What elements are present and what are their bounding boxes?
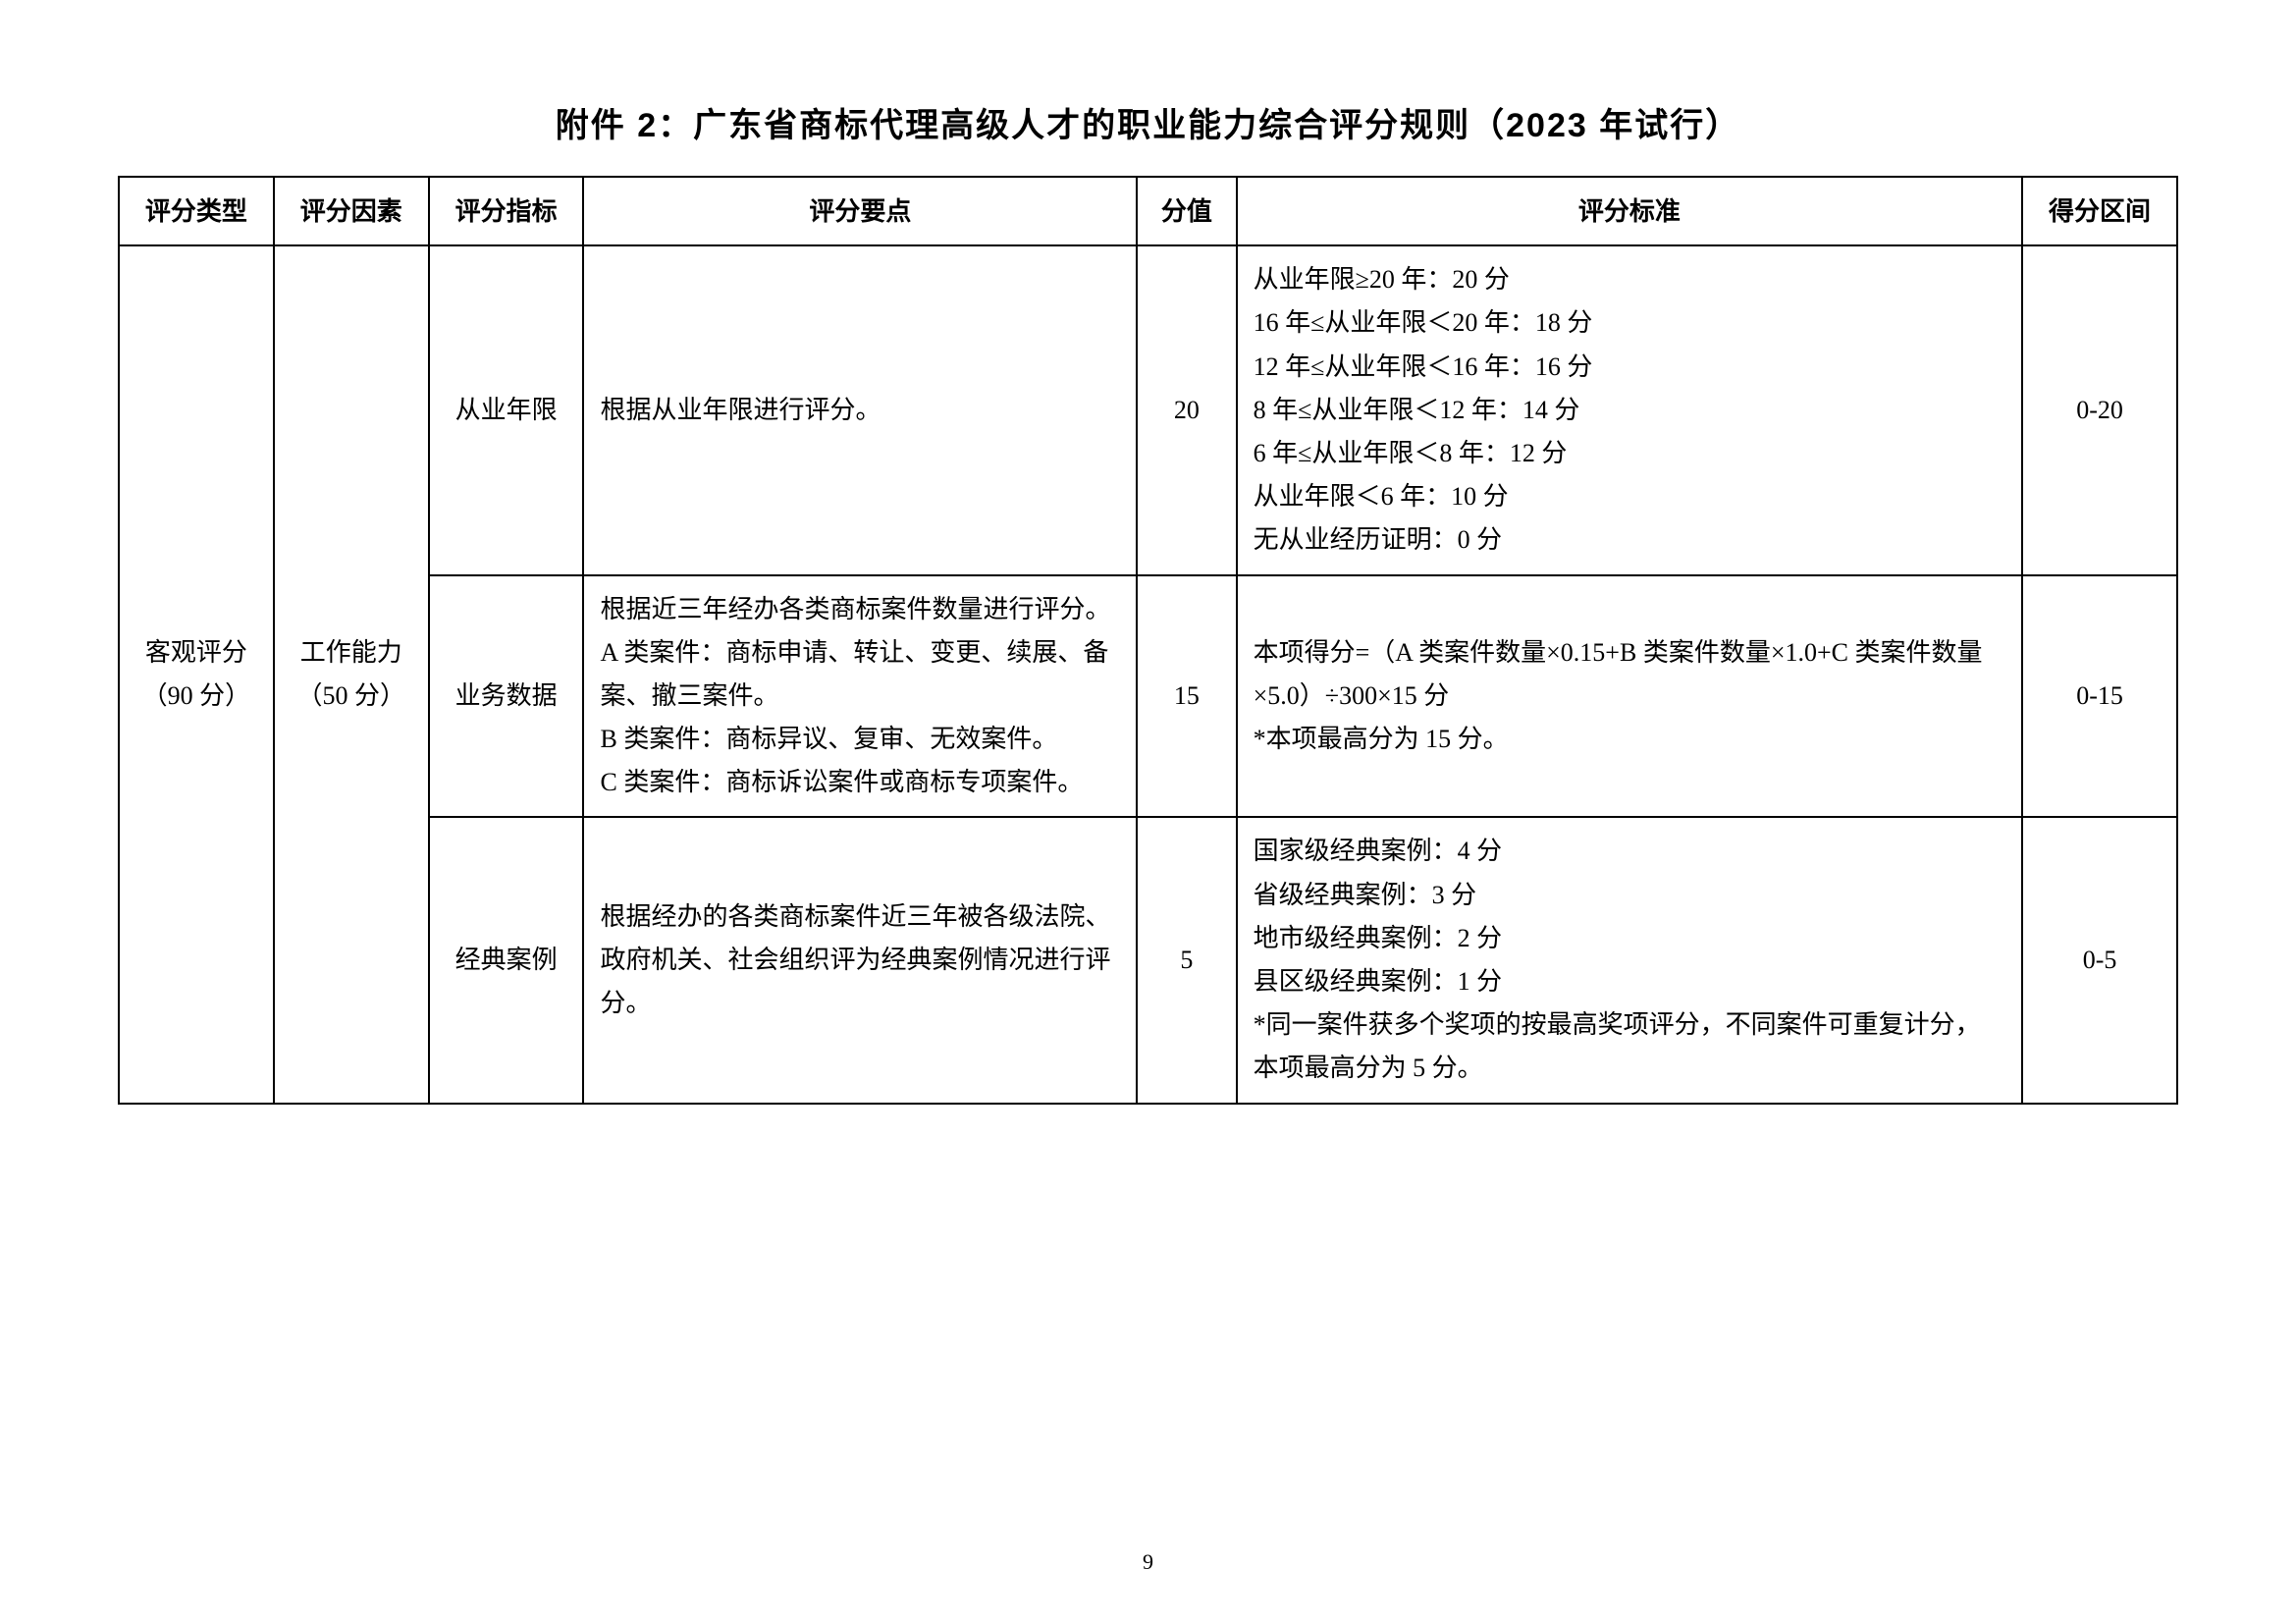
header-keypoint: 评分要点 bbox=[583, 177, 1137, 245]
cell-range: 0-5 bbox=[2022, 817, 2177, 1103]
cell-range: 0-20 bbox=[2022, 245, 2177, 574]
table-header-row: 评分类型 评分因素 评分指标 评分要点 分值 评分标准 得分区间 bbox=[119, 177, 2177, 245]
cell-criteria: 从业年限≥20 年：20 分16 年≤从业年限＜20 年：18 分12 年≤从业… bbox=[1237, 245, 2022, 574]
header-range: 得分区间 bbox=[2022, 177, 2177, 245]
header-indicator: 评分指标 bbox=[429, 177, 584, 245]
page-number: 9 bbox=[1143, 1549, 1153, 1575]
cell-range: 0-15 bbox=[2022, 575, 2177, 818]
document-title: 附件 2：广东省商标代理高级人才的职业能力综合评分规则（2023 年试行） bbox=[118, 98, 2178, 146]
cell-keypoint: 根据从业年限进行评分。 bbox=[583, 245, 1137, 574]
cell-criteria: 本项得分=（A 类案件数量×0.15+B 类案件数量×1.0+C 类案件数量×5… bbox=[1237, 575, 2022, 818]
cell-keypoint: 根据近三年经办各类商标案件数量进行评分。A 类案件：商标申请、转让、变更、续展、… bbox=[583, 575, 1137, 818]
table-row: 客观评分（90 分） 工作能力（50 分） 从业年限 根据从业年限进行评分。 2… bbox=[119, 245, 2177, 574]
cell-score: 20 bbox=[1137, 245, 1236, 574]
header-type: 评分类型 bbox=[119, 177, 274, 245]
cell-indicator: 从业年限 bbox=[429, 245, 584, 574]
header-criteria: 评分标准 bbox=[1237, 177, 2022, 245]
cell-indicator: 业务数据 bbox=[429, 575, 584, 818]
cell-score: 15 bbox=[1137, 575, 1236, 818]
cell-type: 客观评分（90 分） bbox=[119, 245, 274, 1103]
cell-score: 5 bbox=[1137, 817, 1236, 1103]
cell-indicator: 经典案例 bbox=[429, 817, 584, 1103]
cell-criteria: 国家级经典案例：4 分省级经典案例：3 分地市级经典案例：2 分县区级经典案例：… bbox=[1237, 817, 2022, 1103]
header-score: 分值 bbox=[1137, 177, 1236, 245]
scoring-table: 评分类型 评分因素 评分指标 评分要点 分值 评分标准 得分区间 客观评分（90… bbox=[118, 176, 2178, 1105]
header-factor: 评分因素 bbox=[274, 177, 429, 245]
cell-keypoint: 根据经办的各类商标案件近三年被各级法院、政府机关、社会组织评为经典案例情况进行评… bbox=[583, 817, 1137, 1103]
cell-factor: 工作能力（50 分） bbox=[274, 245, 429, 1103]
